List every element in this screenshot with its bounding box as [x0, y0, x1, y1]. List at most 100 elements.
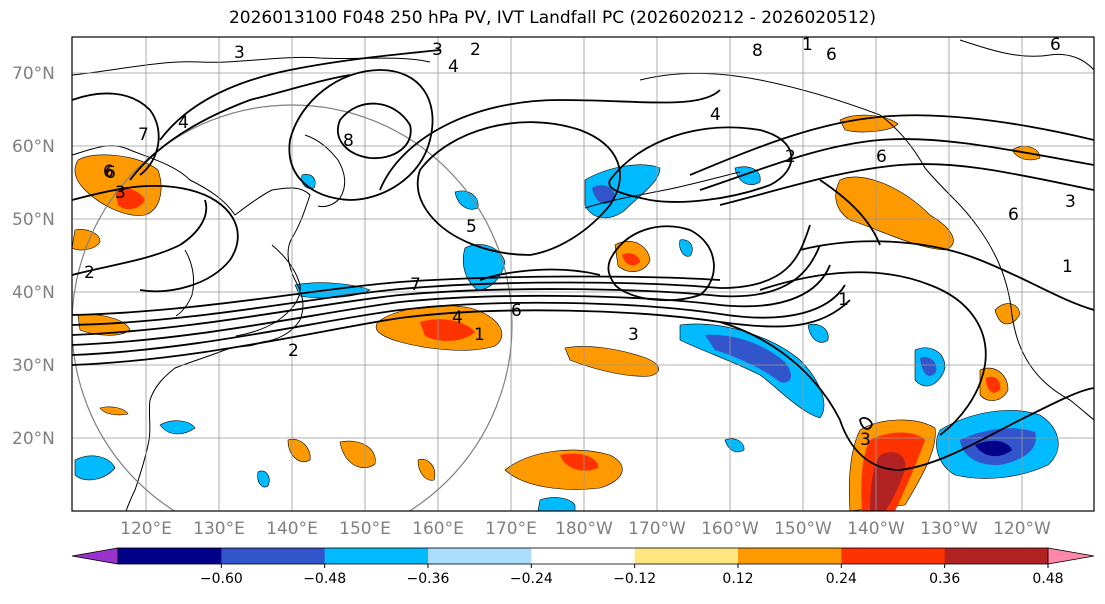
contour-label: 1	[802, 35, 813, 55]
anomaly-negative	[679, 239, 693, 257]
pv-contour	[799, 240, 1094, 311]
pv-contours	[72, 49, 1094, 471]
colorbar-segment	[531, 548, 636, 564]
lon-label: 130°E	[193, 519, 245, 539]
pv-contour	[608, 126, 793, 203]
contour-label: 6	[103, 162, 114, 182]
lon-label: 170°E	[485, 519, 537, 539]
lon-label: 130°W	[920, 519, 978, 539]
anomaly-positive-core	[986, 376, 1001, 393]
pv-contour	[72, 244, 821, 336]
contour-label: 3	[1065, 192, 1076, 212]
pv-contour	[72, 284, 846, 356]
colorbar-tick-label: 0.24	[826, 571, 857, 587]
pv-contour	[72, 224, 811, 326]
anomaly-positive-core	[420, 319, 475, 341]
contour-label: 5	[466, 217, 477, 237]
contour-label: 6	[1008, 205, 1019, 225]
coast-korea	[175, 249, 195, 317]
contour-label: 2	[470, 40, 481, 60]
contour-label: 6	[511, 301, 522, 321]
anomaly-positive	[339, 440, 376, 468]
contour-label: 1	[838, 290, 849, 310]
latitude-labels: 70°N 60°N 50°N 40°N 30°N 20°N	[12, 64, 55, 449]
anomaly-negative	[807, 323, 829, 343]
colorbar-segment	[324, 548, 429, 564]
coast-japan	[235, 244, 301, 337]
coast-aleutians	[584, 171, 741, 209]
colorbar-tick-label: 0.12	[722, 571, 753, 587]
contour-label: 3	[234, 43, 245, 63]
contour-label: 1	[474, 325, 485, 345]
landfall-radius-circle	[72, 104, 513, 511]
colorbar-segment	[944, 548, 1049, 564]
pv-contour	[129, 74, 351, 181]
colorbar: −0.60 −0.48 −0.36 −0.24 −0.12 0.12 0.24 0.36 0.4…	[71, 547, 1095, 587]
pv-contour	[719, 163, 1094, 206]
pv-contour	[337, 102, 412, 159]
contour-label: 4	[452, 308, 463, 328]
coastlines	[72, 39, 1094, 511]
pv-contour	[689, 114, 1094, 176]
contour-label: 1	[1062, 257, 1073, 277]
contour-label: 8	[752, 41, 763, 61]
anomaly-positive	[994, 303, 1021, 325]
contour-label: 7	[138, 125, 149, 145]
anomaly-positive	[564, 346, 659, 377]
contour-label: 4	[710, 105, 721, 125]
colorbar-segment	[634, 548, 739, 564]
contour-label: 2	[84, 263, 95, 283]
lon-label: 170°W	[628, 519, 686, 539]
anomaly-negative	[159, 420, 196, 435]
contour-label: 3	[860, 430, 871, 450]
anomaly-negative	[537, 497, 576, 511]
contour-label: 6	[876, 147, 887, 167]
lat-label: 50°N	[12, 210, 55, 230]
contour-label: 3	[432, 40, 443, 60]
pv-contour	[416, 121, 621, 256]
contour-labels: 3 3 2 4 8 1 6 6 4 7 6 3 8 5 7 4 1 6 3 2 …	[84, 35, 1076, 450]
pv-contour	[607, 225, 715, 302]
pv-contour	[719, 321, 1094, 471]
contour-label: 4	[448, 57, 459, 77]
colorbar-tick-label: −0.36	[407, 571, 450, 587]
anomaly-positive	[287, 438, 311, 462]
coast-canada	[959, 39, 1094, 71]
pv-contour	[72, 92, 160, 176]
anomaly-positive-core	[622, 253, 640, 266]
colorbar-tick-label: −0.24	[510, 571, 553, 587]
colorbar-tick-label: 0.48	[1032, 571, 1063, 587]
lon-label: 160°W	[701, 519, 759, 539]
lon-label: 140°W	[847, 519, 905, 539]
lat-label: 60°N	[12, 137, 55, 157]
pv-contour	[72, 199, 208, 276]
contour-label: 6	[826, 45, 837, 65]
anomaly-positive	[99, 406, 129, 416]
pv-contour	[288, 69, 434, 201]
contour-label: 4	[178, 113, 189, 133]
pv-contour	[72, 275, 721, 316]
colorbar-tick-label: −0.12	[613, 571, 656, 587]
coast-north-america	[954, 199, 1094, 421]
anomaly-positive	[72, 229, 101, 251]
pv-contour	[819, 179, 881, 246]
longitude-labels: 120°E 130°E 140°E 150°E 160°E 170°E 180°…	[120, 519, 1051, 539]
contour-label: 3	[115, 183, 126, 203]
coast-arctic	[72, 56, 431, 76]
pv-contour	[72, 299, 851, 366]
anomaly-negative-core2	[975, 440, 1012, 457]
pv-contour	[159, 49, 441, 141]
colorbar-extend-high	[1047, 547, 1095, 565]
lat-label: 20°N	[12, 429, 55, 449]
anomaly-negative	[74, 455, 116, 481]
gridlines	[72, 37, 1094, 511]
coast-asia	[72, 145, 311, 511]
colorbar-segment	[428, 548, 532, 564]
colorbar-tick-label: −0.60	[200, 571, 243, 587]
contour-label: 2	[785, 147, 796, 167]
lon-label: 150°W	[774, 519, 832, 539]
pv-contour	[479, 268, 601, 281]
pv-contour	[72, 264, 831, 346]
lon-label: 150°E	[339, 519, 391, 539]
